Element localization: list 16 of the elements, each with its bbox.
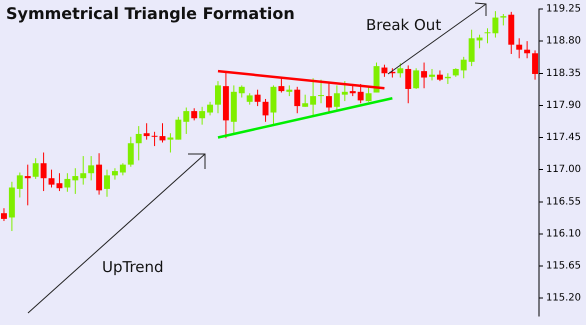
annotation: UpTrend: [102, 258, 164, 276]
annotation: Break Out: [366, 16, 442, 34]
y-tick-label: 115.65: [546, 260, 582, 272]
y-tick-label: 119.25: [546, 4, 582, 15]
y-tick-label: 117.00: [546, 164, 582, 176]
chart-title: Symmetrical Triangle Formation: [6, 4, 295, 23]
y-tick-label: 117.45: [546, 132, 582, 144]
y-tick-label: 115.20: [546, 292, 582, 304]
y-tick-label: 118.35: [546, 68, 582, 79]
candlestick: [152, 132, 158, 146]
candlestick: [167, 133, 174, 153]
candlestick: [484, 28, 490, 44]
y-tick-label: 117.90: [546, 100, 582, 111]
y-tick-label: 118.80: [546, 36, 582, 47]
y-tick-label: 116.10: [546, 228, 582, 240]
y-tick-label: 116.55: [546, 196, 582, 208]
